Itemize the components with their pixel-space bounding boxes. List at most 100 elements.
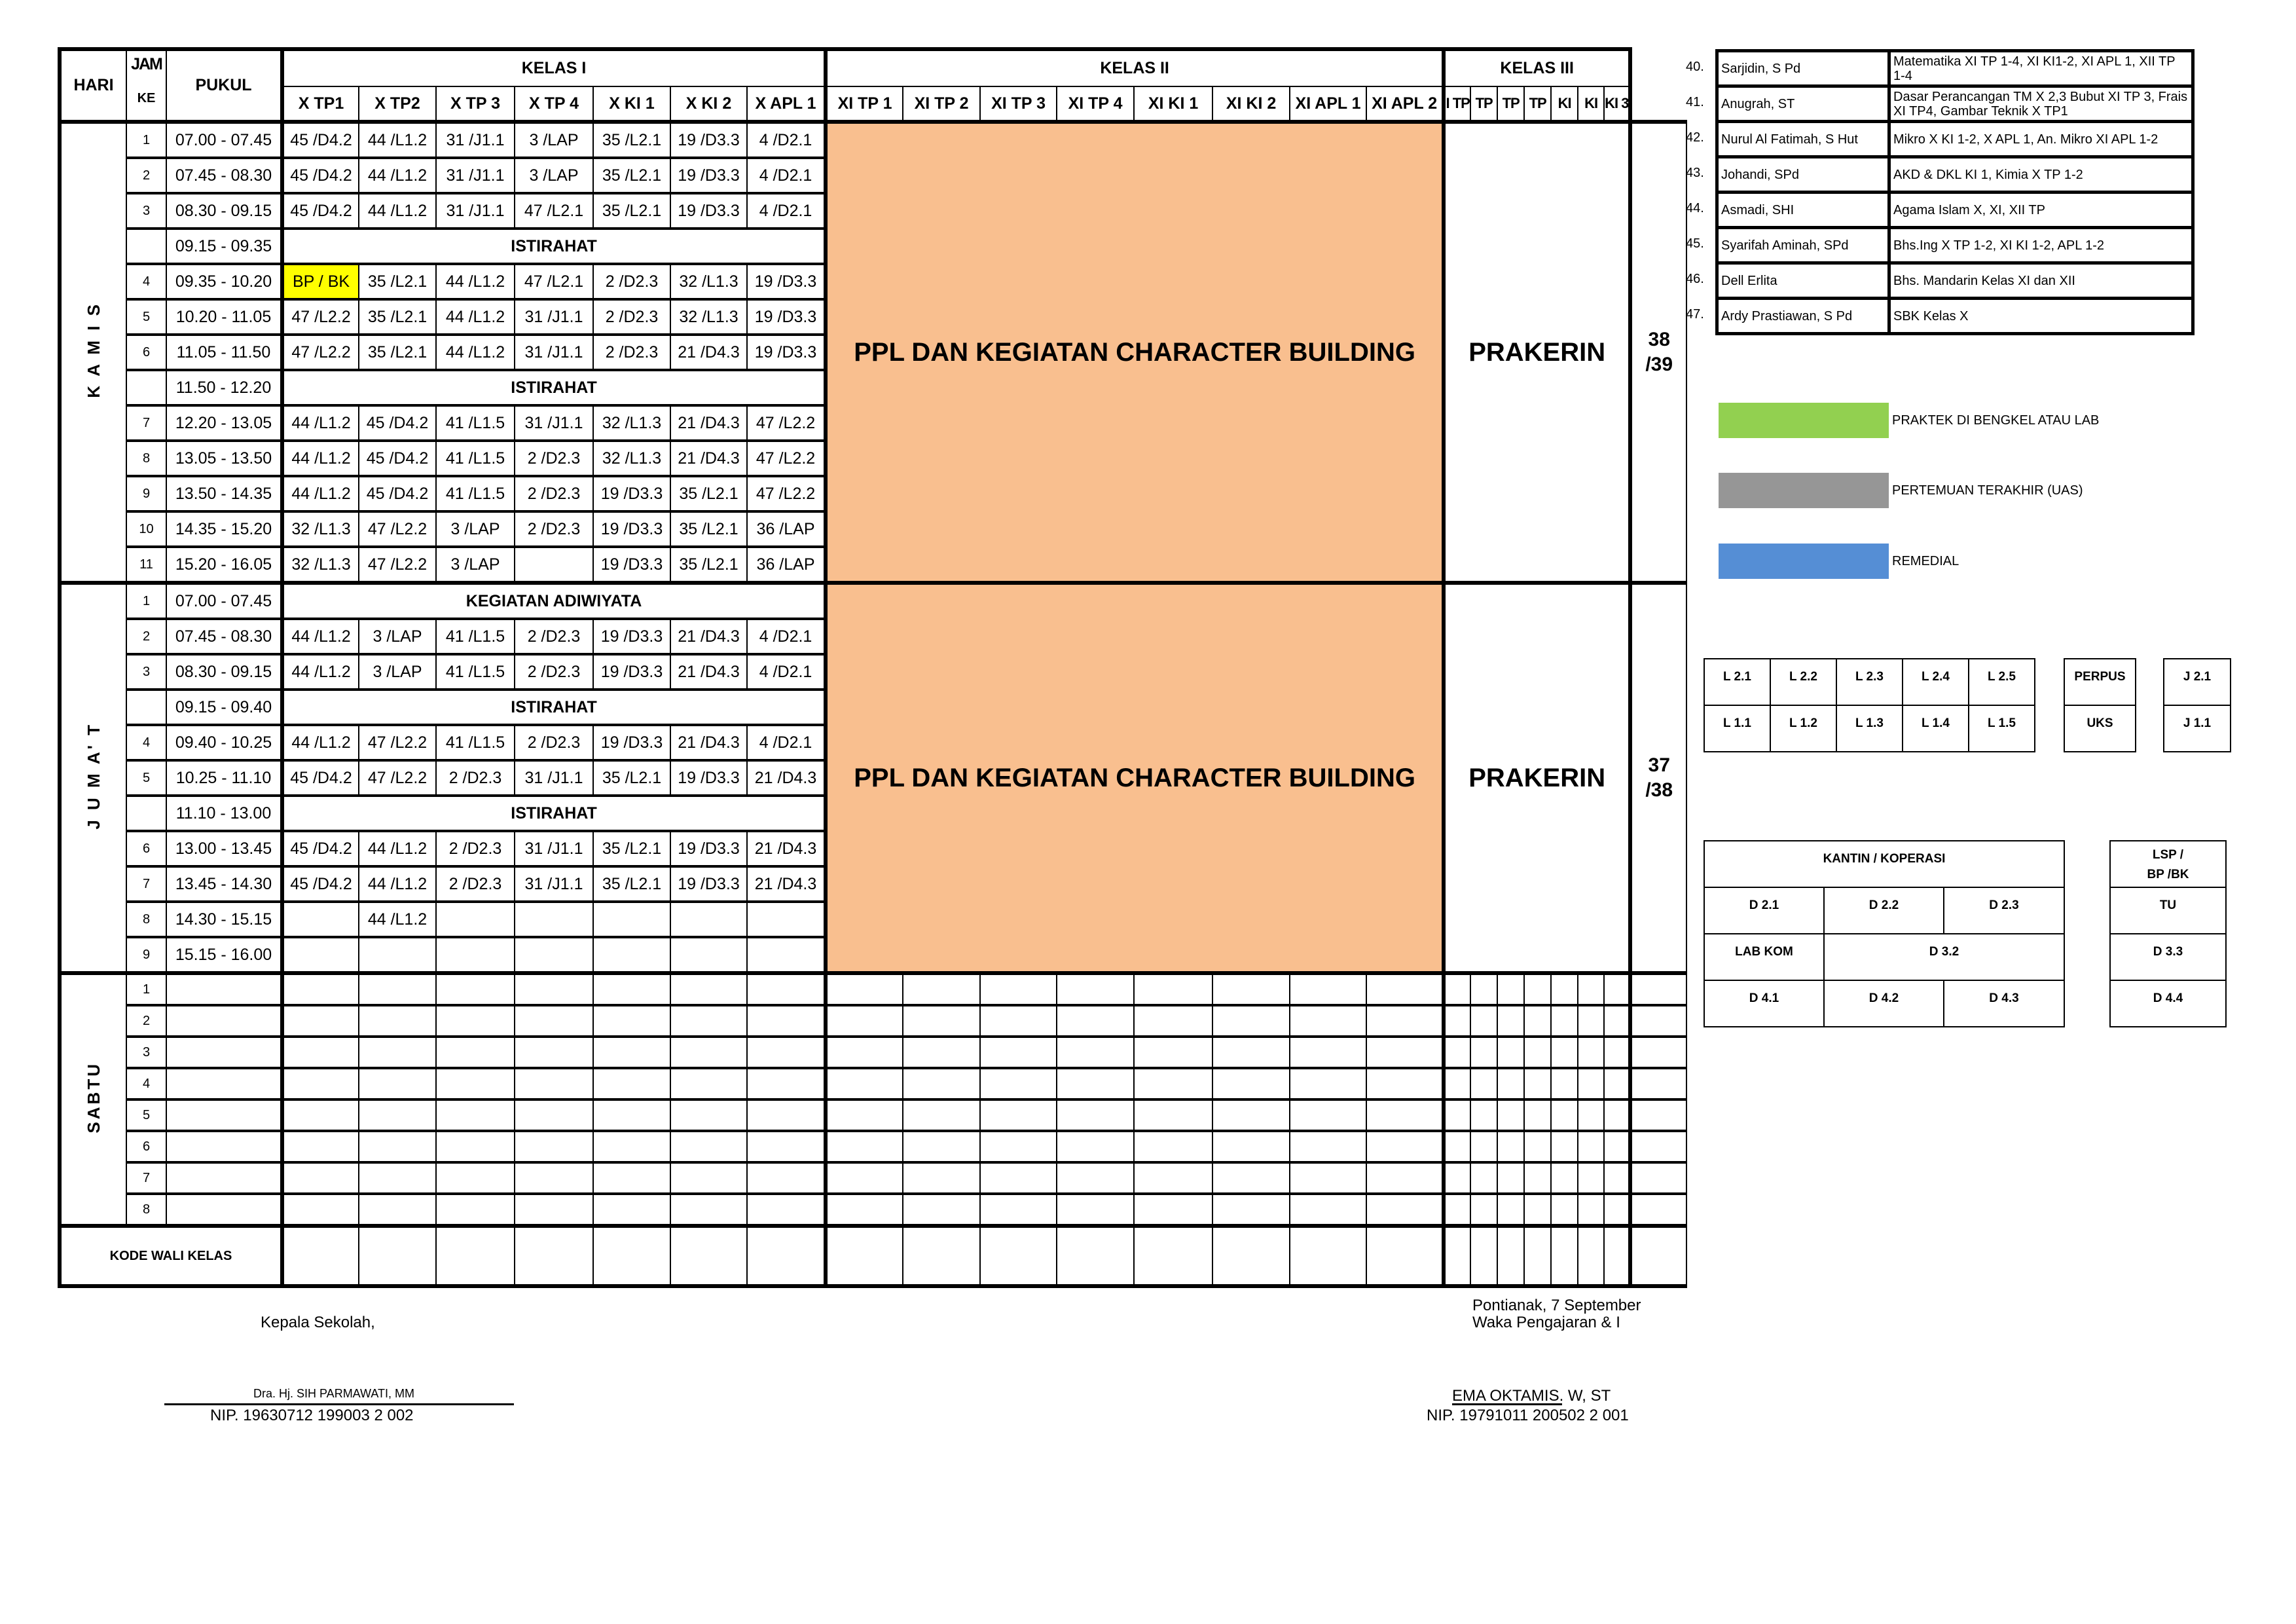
class-cell: 35 /L2.1	[670, 546, 748, 584]
column-header-kelas3: I TP	[1442, 86, 1472, 124]
class-cell	[1577, 1130, 1605, 1164]
class-cell	[1550, 1005, 1579, 1038]
class-cell	[1289, 1193, 1368, 1227]
class-cell	[824, 1036, 904, 1069]
teacher-name: Syarifah Aminah, SPd	[1715, 226, 1891, 265]
class-cell: 47 /L2.1	[514, 263, 594, 301]
class-cell: 21 /D4.3	[746, 830, 827, 868]
teacher-row: Anugrah, ST Dasar Perancangan TM X 2,3 Bu…	[1715, 84, 2195, 123]
class-cell	[1470, 1099, 1499, 1132]
teacher-row: Johandi, SPd AKD & DKL KI 1, Kimia X TP 1…	[1715, 155, 2195, 194]
class-cell	[592, 901, 671, 938]
class-cell	[1603, 1067, 1633, 1101]
class-cell: 19 /D3.3	[670, 830, 748, 868]
class-cell	[280, 1067, 359, 1101]
class-cell: 45 /D4.2	[280, 760, 359, 797]
class-cell	[592, 1099, 671, 1132]
class-cell: 3 /LAP	[358, 618, 437, 655]
room-lsp-line2: BP /BK	[2147, 868, 2189, 881]
class-cell: 4 /D2.1	[746, 120, 827, 159]
class-cell	[1212, 1162, 1291, 1195]
class-cell	[1289, 1036, 1368, 1069]
jam-ke: 6	[126, 830, 167, 868]
class-cell	[1056, 971, 1135, 1006]
time-slot: 10.25 - 11.10	[166, 760, 283, 797]
time-slot: 11.50 - 12.20	[166, 369, 283, 407]
class-cell: 19 /D3.3	[592, 511, 671, 548]
class-cell	[979, 971, 1058, 1006]
class-cell: 19 /D3.3	[592, 618, 671, 655]
class-cell	[1577, 1162, 1605, 1195]
class-cell	[280, 1099, 359, 1132]
class-cell	[902, 1162, 981, 1195]
column-header-kelas1: X KI 2	[670, 86, 748, 124]
kode-wali-cell	[1133, 1224, 1214, 1288]
class-cell	[1497, 1130, 1525, 1164]
room-map-d: KANTIN / KOPERASI D 2.1 D 2.2 D 2.3 LAB KO…	[1703, 840, 2066, 1027]
class-cell	[514, 546, 594, 584]
room-uks: UKS	[2064, 705, 2136, 752]
jam-ke: 11	[126, 546, 167, 584]
legend-swatch	[1719, 473, 1889, 508]
class-cell	[514, 1130, 594, 1164]
class-cell: 41 /L1.5	[435, 618, 515, 655]
class-cell	[592, 1162, 671, 1195]
class-cell	[1366, 1099, 1445, 1132]
class-cell	[592, 1005, 671, 1038]
room-lsp: LSP / BP /BK	[2109, 840, 2227, 888]
class-cell: 4 /D2.1	[746, 724, 827, 762]
class-cell: 44 /L1.2	[358, 193, 437, 230]
class-cell: 35 /L2.1	[358, 299, 437, 336]
class-cell: 47 /L2.2	[746, 405, 827, 442]
left-signature-name: Dra. Hj. SIH PARMAWATI, MM	[253, 1387, 414, 1400]
class-cell	[979, 1067, 1058, 1101]
class-cell	[1212, 1099, 1291, 1132]
class-cell	[1212, 1036, 1291, 1069]
class-cell: 19 /D3.3	[670, 157, 748, 194]
schedule-row: 11.50 - 12.20 ISTIRAHAT	[60, 369, 1686, 407]
class-cell	[902, 1067, 981, 1101]
time-slot: 13.50 - 14.35	[166, 475, 283, 513]
class-cell: 31 /J1.1	[435, 120, 515, 159]
teacher-number: 41.	[1686, 95, 1704, 109]
time-slot: 09.15 - 09.35	[166, 228, 283, 265]
room-d44: D 4.4	[2109, 980, 2227, 1027]
class-cell	[1497, 1162, 1525, 1195]
teacher-name: Anugrah, ST	[1715, 84, 1891, 123]
class-cell	[1442, 1162, 1472, 1195]
schedule-row: 6	[60, 1130, 1688, 1164]
room-kantin: KANTIN / KOPERASI	[1703, 840, 2066, 888]
class-cell: 47 /L2.2	[280, 334, 359, 371]
class-cell	[1056, 1130, 1135, 1164]
class-cell	[1577, 971, 1605, 1006]
class-cell	[670, 936, 748, 974]
class-cell	[280, 1036, 359, 1069]
class-cell	[1442, 1130, 1472, 1164]
class-cell	[358, 971, 437, 1006]
time-slot: 07.00 - 07.45	[166, 581, 283, 620]
class-cell	[514, 901, 594, 938]
jam-ke: 6	[126, 1130, 167, 1164]
class-cell: 32 /L1.3	[670, 299, 748, 336]
time-slot	[166, 1099, 283, 1132]
class-cell: 47 /L2.2	[746, 440, 827, 477]
column-header-kelas2: XI TP 2	[902, 86, 981, 124]
class-cell	[1497, 1005, 1525, 1038]
class-cell	[1577, 1036, 1605, 1069]
teacher-row: Sarjidin, S Pd Matematika XI TP 1-4, XI K…	[1715, 49, 2195, 88]
time-slot: 09.40 - 10.25	[166, 724, 283, 762]
jam-ke: 3	[126, 654, 167, 691]
time-slot: 07.45 - 08.30	[166, 618, 283, 655]
room-cell: L 2.1	[1704, 658, 1771, 706]
schedule-row: 2 07.45 - 08.30 44 /L1.2 3 /LAP 41 /L1.5 2 /D…	[60, 618, 1686, 655]
schedule-row: 6 13.00 - 13.45 45 /D4.2 44 /L1.2 2 /D2.3 31 …	[60, 830, 1686, 868]
time-slot: 07.45 - 08.30	[166, 157, 283, 194]
day-name: K A M I S	[83, 302, 103, 398]
class-cell: 35 /L2.1	[592, 193, 671, 230]
class-cell: 35 /L2.1	[358, 263, 437, 301]
ppl-block: PPL DAN KEGIATAN CHARACTER BUILDING	[824, 581, 1445, 974]
class-cell: 35 /L2.1	[592, 830, 671, 868]
class-cell	[1523, 1067, 1552, 1101]
class-cell	[824, 1193, 904, 1227]
class-cell	[1603, 1193, 1633, 1227]
